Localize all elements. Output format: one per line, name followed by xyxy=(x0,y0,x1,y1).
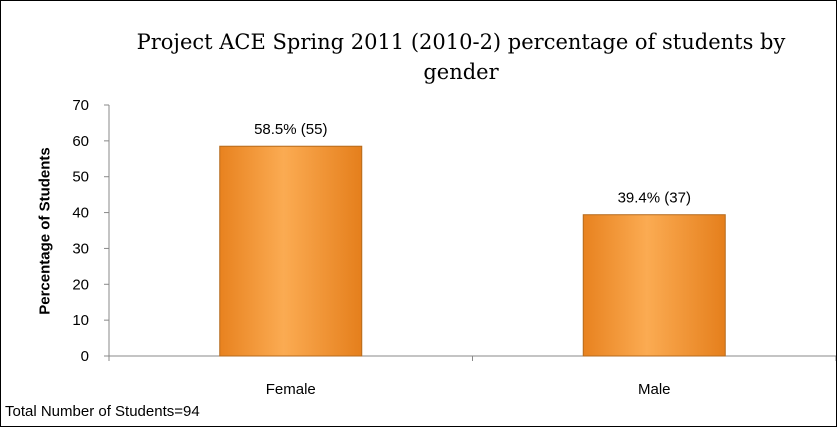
y-tick-label: 20 xyxy=(72,276,89,293)
bar-male xyxy=(582,214,726,357)
category-label-male: Male xyxy=(638,381,671,398)
y-tick-label: 10 xyxy=(72,312,89,329)
data-label-female: 58.5% (55) xyxy=(254,121,327,138)
y-tick-label: 60 xyxy=(72,133,89,150)
y-tick-label: 70 xyxy=(72,97,89,114)
y-tick-label: 50 xyxy=(72,169,89,186)
footnote: Total Number of Students=94 xyxy=(5,403,200,420)
y-tick-label: 0 xyxy=(81,348,89,365)
y-tick-label: 40 xyxy=(72,205,89,222)
chart-title: Project ACE Spring 2011 (2010-2) percent… xyxy=(136,30,786,84)
data-label-male: 39.4% (37) xyxy=(618,190,691,207)
bar-female xyxy=(219,145,363,357)
category-label-female: Female xyxy=(266,381,316,398)
y-tick-label: 30 xyxy=(72,240,89,257)
